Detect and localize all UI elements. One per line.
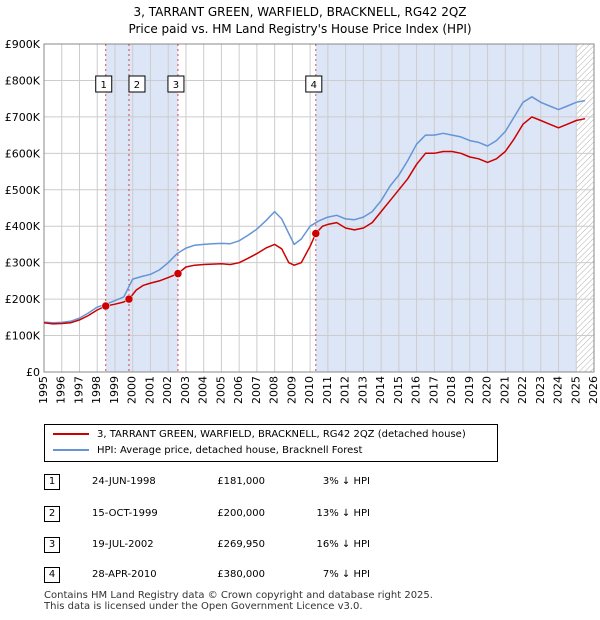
sale-label-box: 1 <box>95 75 113 93</box>
x-tick-label: 2005 <box>214 376 227 404</box>
transaction-price: £269,950 <box>217 539 265 550</box>
sale-label-box: 2 <box>128 75 146 93</box>
sale-label-number: 4 <box>311 80 317 91</box>
x-tick-label: 2026 <box>587 376 600 404</box>
footer: Contains HM Land Registry data © Crown c… <box>44 590 433 612</box>
x-tick-label: 2025 <box>569 376 582 404</box>
y-tick-label: £200K <box>5 293 41 306</box>
transaction-badge: 4 <box>44 567 60 583</box>
transaction-date: 15-OCT-1999 <box>92 508 158 519</box>
x-tick-label: 1998 <box>90 376 103 404</box>
hpi-line <box>43 96 586 324</box>
sale-label-box: 4 <box>305 75 323 93</box>
y-tick-label: £0 <box>26 366 40 379</box>
y-tick-label: £700K <box>5 111 41 124</box>
transaction-date: 19-JUL-2002 <box>92 539 154 550</box>
legend: 3, TARRANT GREEN, WARFIELD, BRACKNELL, R… <box>44 424 498 462</box>
x-tick-label: 2007 <box>250 376 263 404</box>
legend-swatch-red <box>53 433 89 435</box>
sale-label-number: 1 <box>101 80 107 91</box>
x-tick-label: 2017 <box>427 376 440 404</box>
x-tick-label: 2018 <box>445 376 458 404</box>
transaction-hpi: 7% ↓ HPI <box>322 569 370 580</box>
x-tick-label: 2020 <box>481 376 494 404</box>
x-tick-label: 2024 <box>552 376 565 404</box>
sale-point <box>311 229 321 238</box>
x-tick-label: 2021 <box>498 376 511 404</box>
legend-label-red: 3, TARRANT GREEN, WARFIELD, BRACKNELL, R… <box>97 429 466 440</box>
x-tick-label: 2001 <box>143 376 156 404</box>
transaction-hpi: 3% ↓ HPI <box>322 476 370 487</box>
plot-frame <box>43 43 595 373</box>
transaction-badge: 1 <box>44 474 60 490</box>
price-paid-line <box>43 116 586 325</box>
x-tick-label: 2012 <box>339 376 352 404</box>
chart-title: 3, TARRANT GREEN, WARFIELD, BRACKNELL, R… <box>133 5 467 19</box>
forecast-hatch <box>576 44 594 372</box>
sale-label-number: 2 <box>134 80 140 91</box>
chart-subtitle: Price paid vs. HM Land Registry's House … <box>128 22 472 36</box>
legend-item-red: 3, TARRANT GREEN, WARFIELD, BRACKNELL, R… <box>53 427 466 443</box>
sale-point <box>173 269 183 278</box>
legend-swatch-blue <box>53 449 89 451</box>
sale-label-number: 3 <box>173 80 179 91</box>
y-tick-label: £600K <box>5 147 41 160</box>
x-tick-label: 1996 <box>55 376 68 404</box>
transaction-price: £200,000 <box>217 508 265 519</box>
transaction-badge: 3 <box>44 537 60 553</box>
transaction-hpi: 16% ↓ HPI <box>316 539 370 550</box>
ownership-shade <box>315 44 577 372</box>
y-tick-label: £400K <box>5 220 41 233</box>
price-chart: £0 £100K £200K £300K £400K £500K £600K £700K £80… <box>5 38 600 404</box>
x-tick-label: 2019 <box>463 376 476 404</box>
x-tick-label: 2011 <box>321 376 334 404</box>
transaction-date: 24-JUN-1998 <box>92 476 156 487</box>
x-tick-label: 2004 <box>197 376 210 404</box>
x-tick-label: 1999 <box>108 376 121 404</box>
transaction-hpi: 13% ↓ HPI <box>316 508 370 519</box>
sale-label-rect <box>95 75 113 93</box>
sale-label-box: 3 <box>167 75 185 93</box>
y-tick-label: £500K <box>5 184 41 197</box>
transaction-date: 28-APR-2010 <box>92 569 157 580</box>
x-tick-label: 1995 <box>37 376 50 404</box>
x-tick-label: 2003 <box>179 376 192 404</box>
x-tick-label: 2015 <box>392 376 405 404</box>
sale-label-rect <box>167 75 185 93</box>
sale-label-rect <box>305 75 323 93</box>
footer-copyright: Contains HM Land Registry data © Crown c… <box>44 590 433 601</box>
y-tick-label: £800K <box>5 74 41 87</box>
y-tick-label: £300K <box>5 257 41 270</box>
legend-label-blue: HPI: Average price, detached house, Brac… <box>97 445 363 456</box>
x-tick-label: 2009 <box>285 376 298 404</box>
x-tick-label: 2016 <box>410 376 423 404</box>
y-tick-label: £100K <box>5 330 41 343</box>
x-tick-label: 2023 <box>534 376 547 404</box>
x-tick-label: 2006 <box>232 376 245 404</box>
legend-item-blue: HPI: Average price, detached house, Brac… <box>53 443 362 459</box>
y-tick-label: £900K <box>5 38 41 51</box>
transaction-price: £380,000 <box>217 569 265 580</box>
x-tick-label: 2014 <box>374 376 387 404</box>
footer-license: This data is licensed under the Open Gov… <box>44 601 363 612</box>
x-tick-label: 2008 <box>268 376 281 404</box>
ownership-shade <box>105 44 178 372</box>
x-tick-label: 1997 <box>72 376 85 404</box>
x-tick-label: 2013 <box>356 376 369 404</box>
x-tick-label: 2010 <box>303 376 316 404</box>
transaction-price: £181,000 <box>217 476 265 487</box>
sale-point <box>101 301 110 311</box>
sale-point <box>124 294 134 304</box>
sale-label-rect <box>128 75 146 93</box>
x-tick-label: 2022 <box>516 376 529 404</box>
x-tick-label: 2000 <box>126 376 139 404</box>
transaction-badge: 2 <box>44 506 60 522</box>
x-tick-label: 2002 <box>161 376 174 404</box>
